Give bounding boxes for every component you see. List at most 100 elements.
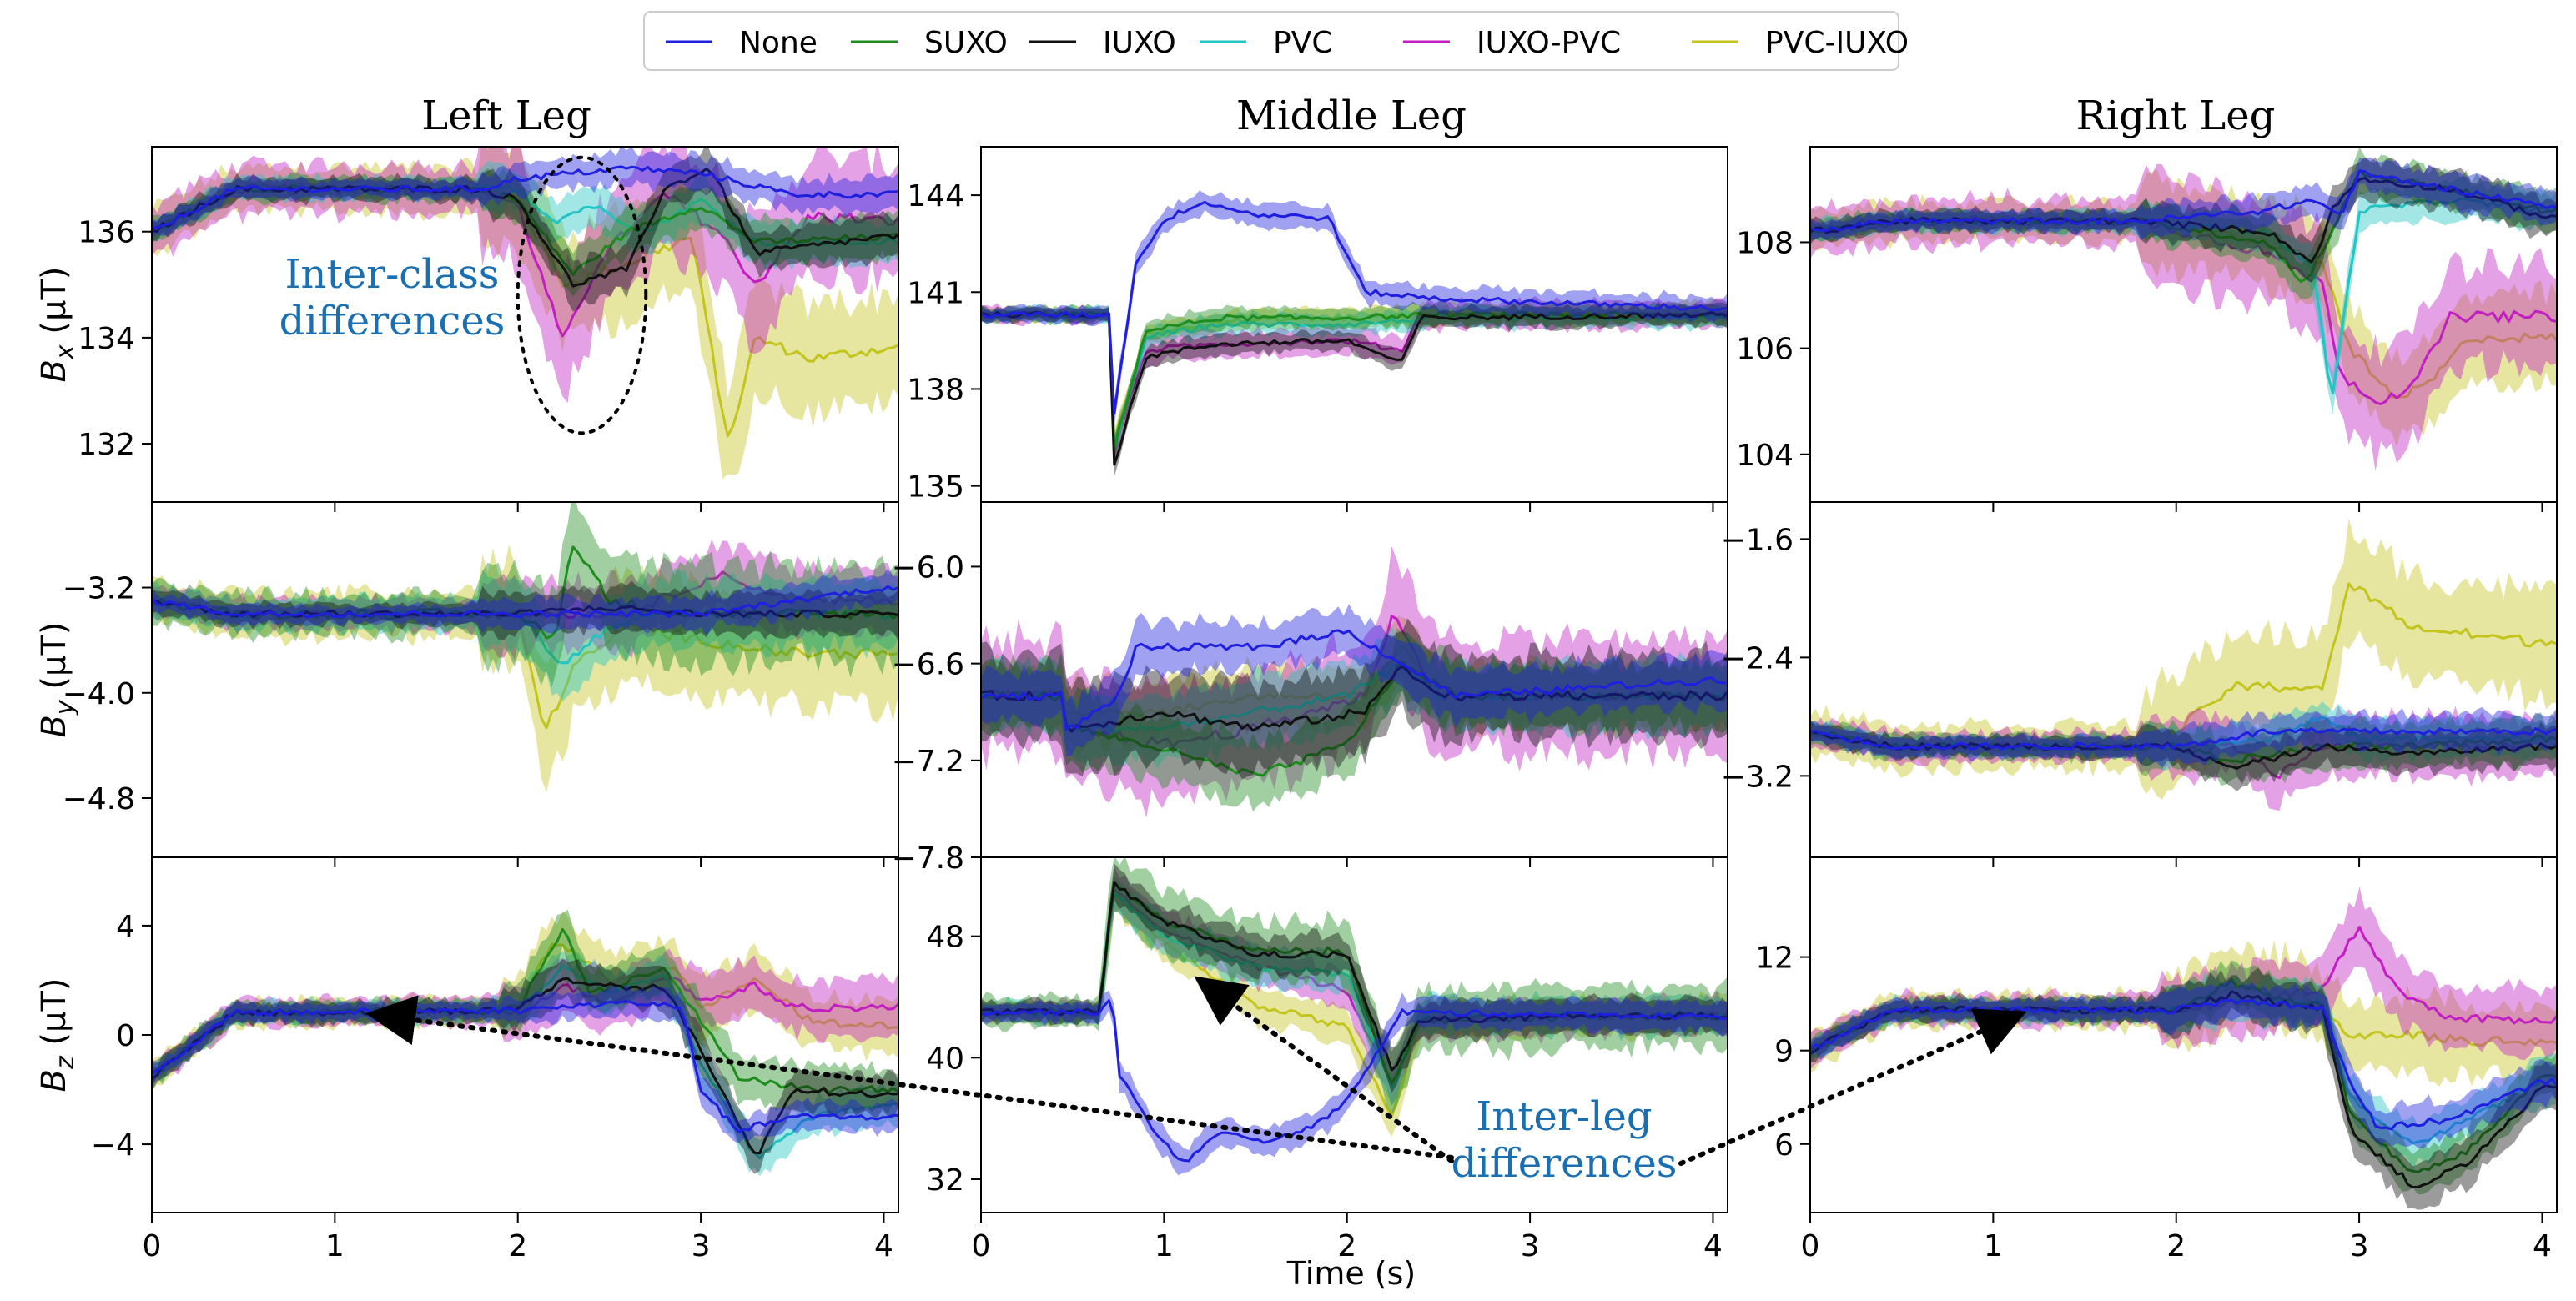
x-tick-label: 2 [2166, 1229, 2186, 1263]
series-line-none-right-bz [1810, 998, 2557, 1131]
x-tick-label: 4 [2533, 1229, 2552, 1263]
panel-frame [980, 856, 1728, 1213]
series-line-none-middle-bx [981, 200, 1728, 414]
panel-right-by: −3.2 −2.4 −1.6 [1721, 501, 2558, 867]
legend-item-pvc: PVC [1200, 26, 1332, 60]
y-tick-label: 0 [116, 1019, 135, 1053]
inter-leg-arrow-middle-bz [1194, 976, 1454, 1163]
y-tick-label: 138 [907, 373, 964, 407]
y-tick-label: 9 [1774, 1035, 1794, 1069]
y-tick-label: 136 [78, 216, 135, 250]
row-label-by: By (μT) [35, 621, 80, 737]
x-tick-label: 4 [874, 1229, 893, 1263]
band-none-right-bz [1810, 979, 2557, 1149]
y-tick-label: −4.0 [63, 677, 135, 711]
legend-item-iuxo: IUXO [1029, 26, 1176, 60]
band-iuxo-middle-by [981, 618, 1728, 780]
series-line-iuxo-pvc-middle-by [981, 615, 1728, 748]
series-line-none-left-bx [152, 165, 898, 230]
band-none-left-by [152, 568, 898, 636]
band-pvc-right-bz [1810, 972, 2557, 1172]
band-suxo-left-bx [152, 167, 898, 297]
y-tick-label: −4 [91, 1128, 135, 1163]
x-tick-label: 1 [1155, 1229, 1174, 1263]
y-tick-label: 132 [78, 428, 135, 462]
x-axis-label: Time (s) [1286, 1255, 1416, 1292]
x-tick-label: 3 [2350, 1229, 2369, 1263]
legend-label: PVC-IUXO [1765, 26, 1909, 60]
legend-label: SUXO [924, 26, 1008, 60]
band-pvc-middle-by [981, 626, 1728, 769]
band-pvc-iuxo-middle-bx [981, 297, 1728, 452]
band-suxo-left-bz [152, 909, 898, 1118]
y-tick-label: 144 [907, 179, 964, 213]
y-tick-label: 4 [116, 910, 135, 944]
y-tick-label: −2.4 [1721, 641, 1794, 676]
legend-frame [643, 11, 1899, 71]
plot-area-middle-bz [981, 857, 1728, 1176]
row-label-bx: Bx (μT) [35, 266, 80, 382]
legend-item-pvc-iuxo: PVC-IUXO [1692, 26, 1909, 60]
y-tick-label: −1.6 [1721, 523, 1794, 557]
band-iuxo-pvc-right-bx [1810, 163, 2557, 471]
row-label-unit: (μT) [35, 977, 73, 1056]
band-iuxo-right-bx [1810, 157, 2557, 283]
band-none-middle-by [981, 604, 1728, 757]
x-tick-label: 1 [325, 1229, 345, 1263]
plot-area-left-bz [152, 909, 898, 1177]
panel-left-bz: −4 0 4 0 1 2 3 4 [91, 856, 899, 1263]
x-tick-label: 1 [1984, 1229, 2003, 1263]
series-line-none-right-bx [1810, 169, 2557, 233]
row-labels: Bx (μT)By (μT)Bz (μT) [35, 266, 80, 1092]
y-tick-label: 108 [1736, 226, 1794, 260]
band-none-left-bx [152, 147, 898, 239]
y-tick-label: −7.2 [892, 745, 964, 779]
legend-label: None [739, 26, 818, 60]
inter-class-label-line: Inter-class [285, 251, 500, 298]
inter-class-label-line: differences [279, 298, 506, 344]
series-line-none-middle-by [981, 629, 1728, 731]
row-label-sub: x [51, 344, 80, 360]
x-tick-label: 2 [508, 1229, 527, 1263]
panel-middle-bz: 32 40 48 0 1 2 3 4 [926, 856, 1728, 1263]
band-pvc-left-by [152, 567, 898, 702]
plot-area-left-by [152, 502, 898, 793]
x-tick-label: 3 [692, 1229, 711, 1263]
legend-item-iuxo-pvc: IUXO-PVC [1403, 26, 1621, 60]
plot-area-right-by [1810, 518, 2557, 811]
plot-area-middle-by [981, 545, 1728, 818]
column-title-left: Left Leg [421, 93, 591, 139]
y-tick-label: 40 [926, 1042, 964, 1076]
row-label-base: B [35, 359, 73, 382]
y-tick-label: 104 [1736, 439, 1794, 473]
plot-area-right-bx [1810, 147, 2557, 471]
legend-items: None SUXO IUXO PVC IUXO-PVC PVC-IUXO [666, 26, 1909, 60]
y-tick-label: −6.6 [892, 648, 964, 682]
column-title-right: Right Leg [2076, 93, 2276, 139]
band-pvc-left-bz [152, 951, 898, 1177]
band-suxo-middle-by [981, 628, 1728, 812]
y-tick-label: −6.0 [892, 550, 964, 585]
x-tick-label: 3 [1521, 1229, 1540, 1263]
band-suxo-left-by [152, 502, 898, 687]
series-line-none-left-by [152, 585, 898, 619]
y-tick-label: 12 [1755, 942, 1794, 976]
annotations: Inter-classdifferencesInter-legdifferenc… [279, 155, 2027, 1187]
column-title-middle: Middle Leg [1236, 93, 1467, 139]
row-label-bz: Bz (μT) [35, 977, 80, 1092]
series-line-iuxo-left-bz [152, 977, 898, 1155]
y-tick-label: −7.8 [892, 841, 964, 876]
series-line-iuxo-right-bz [1810, 990, 2557, 1189]
series-line-iuxo-right-by [1810, 729, 2557, 770]
inter-leg-arrow-left-bz [365, 995, 1454, 1160]
legend-item-none: None [666, 26, 818, 60]
series-line-pvc-right-bx [1810, 197, 2557, 395]
series-line-iuxo-middle-bz [981, 880, 1728, 1072]
series-line-pvc-iuxo-left-by [152, 595, 898, 730]
row-label-base: B [35, 1069, 73, 1092]
row-label-sub: y [51, 699, 80, 716]
inter-leg-arrow-right-bz [1678, 1008, 2027, 1166]
legend: None SUXO IUXO PVC IUXO-PVC PVC-IUXO [643, 11, 1909, 71]
plot-area-middle-bx [981, 190, 1728, 477]
